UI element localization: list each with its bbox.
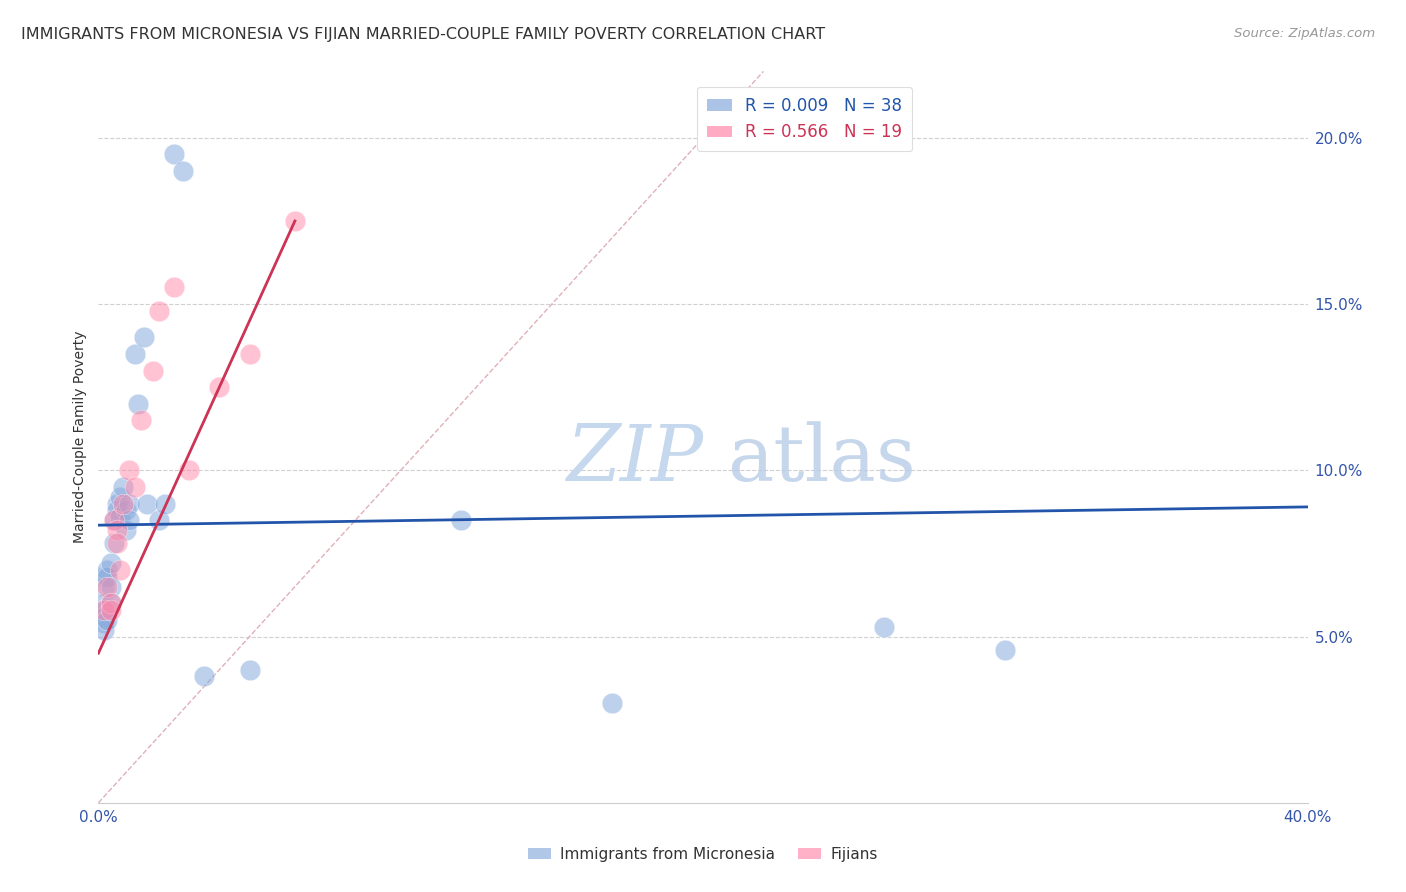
Y-axis label: Married-Couple Family Poverty: Married-Couple Family Poverty	[73, 331, 87, 543]
Point	[193, 669, 215, 683]
Text: atlas: atlas	[727, 421, 915, 497]
Point	[114, 503, 136, 517]
Point	[93, 609, 115, 624]
Point	[103, 513, 125, 527]
Point	[118, 513, 141, 527]
Point	[118, 463, 141, 477]
Point	[100, 596, 122, 610]
Point	[132, 330, 155, 344]
Point	[100, 596, 122, 610]
Point	[105, 523, 128, 537]
Point	[148, 513, 170, 527]
Point	[100, 603, 122, 617]
Point	[93, 603, 115, 617]
Legend: Immigrants from Micronesia, Fijians: Immigrants from Micronesia, Fijians	[522, 841, 884, 868]
Point	[153, 497, 176, 511]
Point	[129, 413, 152, 427]
Point	[96, 613, 118, 627]
Point	[208, 380, 231, 394]
Point	[994, 643, 1017, 657]
Point	[111, 480, 134, 494]
Point	[124, 347, 146, 361]
Point	[163, 280, 186, 294]
Text: ZIP: ZIP	[565, 421, 703, 497]
Point	[93, 596, 115, 610]
Point	[284, 214, 307, 228]
Point	[124, 480, 146, 494]
Point	[93, 623, 115, 637]
Point	[96, 570, 118, 584]
Point	[105, 536, 128, 550]
Point	[142, 363, 165, 377]
Point	[93, 603, 115, 617]
Point	[172, 164, 194, 178]
Point	[163, 147, 186, 161]
Text: Source: ZipAtlas.com: Source: ZipAtlas.com	[1234, 27, 1375, 40]
Text: IMMIGRANTS FROM MICRONESIA VS FIJIAN MARRIED-COUPLE FAMILY POVERTY CORRELATION C: IMMIGRANTS FROM MICRONESIA VS FIJIAN MAR…	[21, 27, 825, 42]
Point	[108, 490, 131, 504]
Point	[450, 513, 472, 527]
Point	[96, 580, 118, 594]
Point	[93, 616, 115, 631]
Point	[108, 509, 131, 524]
Point	[105, 497, 128, 511]
Point	[96, 563, 118, 577]
Point	[135, 497, 157, 511]
Point	[114, 523, 136, 537]
Point	[100, 580, 122, 594]
Point	[239, 347, 262, 361]
Point	[873, 619, 896, 633]
Point	[127, 397, 149, 411]
Point	[239, 663, 262, 677]
Point	[148, 303, 170, 318]
Point	[179, 463, 201, 477]
Point	[103, 513, 125, 527]
Point	[105, 503, 128, 517]
Point	[100, 557, 122, 571]
Point	[93, 570, 115, 584]
Point	[93, 580, 115, 594]
Point	[111, 497, 134, 511]
Point	[103, 536, 125, 550]
Point	[602, 696, 624, 710]
Point	[108, 563, 131, 577]
Point	[118, 497, 141, 511]
